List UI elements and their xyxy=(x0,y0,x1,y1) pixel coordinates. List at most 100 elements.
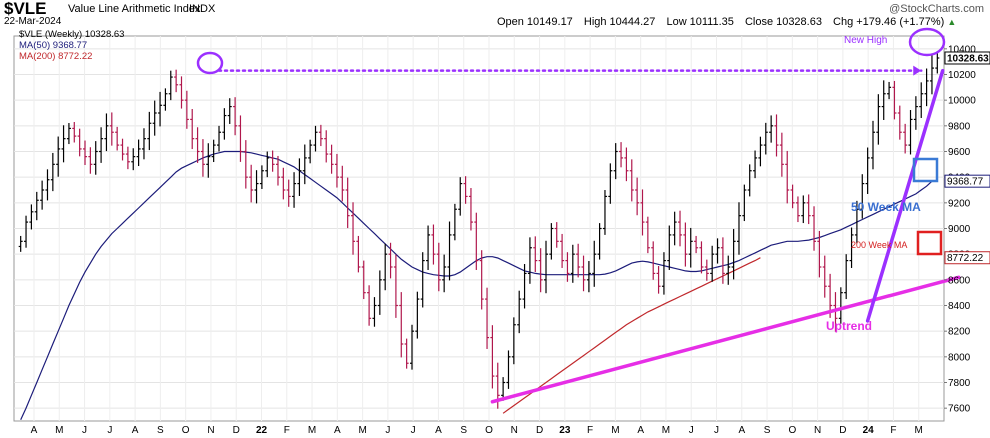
x-tick-label: M xyxy=(662,425,670,436)
price-bar xyxy=(238,115,243,162)
price-bar xyxy=(152,100,157,136)
x-tick-label: O xyxy=(485,425,493,436)
price-bar xyxy=(254,170,259,204)
x-tick-label: J xyxy=(689,425,694,436)
y-tick-label: 8400 xyxy=(948,301,971,312)
x-tick-label: N xyxy=(511,425,518,436)
ma200-line xyxy=(502,257,761,414)
x-axis-ticks: A M J J A S O N D 22 F M A M J J A S O N D 23 F M A M J J A S O N D 24 F M xyxy=(31,425,923,436)
price-bar xyxy=(66,123,71,145)
price-bar xyxy=(50,152,55,192)
price-bar xyxy=(409,324,414,370)
price-bar xyxy=(576,243,581,278)
price-bar xyxy=(592,240,597,287)
price-bar xyxy=(200,139,205,177)
price-bar xyxy=(849,227,854,268)
price-bar xyxy=(217,125,222,152)
y-axis-ticks: 7600780080008200840086008800900092009400… xyxy=(944,44,976,415)
price-bar xyxy=(533,236,538,272)
price-bar xyxy=(795,196,800,223)
price-bar xyxy=(233,97,238,136)
price-bar xyxy=(147,111,152,151)
chg-value: +179.46 (+1.77%) xyxy=(856,16,945,28)
price-bar xyxy=(313,125,318,152)
close-value: 10328.63 xyxy=(776,16,822,28)
ma50-tag: 9368.77 xyxy=(944,174,990,188)
dotted-arrowhead xyxy=(913,65,922,76)
price-bar xyxy=(501,377,506,401)
price-bar xyxy=(367,285,372,326)
x-tick-label: F xyxy=(890,425,896,436)
price-bar xyxy=(538,248,543,293)
x-tick-label: S xyxy=(764,425,771,436)
ma200-annotation: 200 Week MA xyxy=(851,240,907,250)
price-bar xyxy=(195,127,200,163)
x-tick-label: A xyxy=(31,425,38,436)
price-bar xyxy=(560,233,565,268)
price-bar xyxy=(522,264,527,309)
x-tick-label: A xyxy=(637,425,644,436)
price-bar xyxy=(211,139,216,163)
chg-up-arrow-icon: ▲ xyxy=(947,17,957,27)
price-bar xyxy=(704,259,709,281)
price-bar xyxy=(56,136,61,177)
x-tick-label: M xyxy=(55,425,63,436)
price-bar xyxy=(420,252,425,308)
price-bar xyxy=(672,211,677,246)
price-bar xyxy=(651,241,656,280)
svg-text:9368.77: 9368.77 xyxy=(947,177,984,188)
price-bar xyxy=(619,142,624,168)
y-tick-label: 9600 xyxy=(948,147,971,158)
x-tick-label: 24 xyxy=(863,425,875,436)
price-bar xyxy=(206,143,211,178)
price-bar xyxy=(270,150,275,172)
price-bar xyxy=(844,254,849,300)
price-bar xyxy=(431,224,436,265)
price-bar xyxy=(345,177,350,229)
price-bar xyxy=(125,146,130,170)
price-bar xyxy=(688,227,693,268)
x-tick-label: O xyxy=(182,425,190,436)
chart-symbol: $VLE xyxy=(4,0,47,18)
price-bar xyxy=(388,242,393,279)
price-bar xyxy=(109,112,114,146)
price-bar xyxy=(104,113,109,152)
price-bar xyxy=(935,52,940,74)
x-tick-label: N xyxy=(207,425,214,436)
x-tick-label: F xyxy=(587,425,593,436)
price-bar xyxy=(812,206,817,251)
x-tick-label: J xyxy=(82,425,87,436)
price-bar xyxy=(184,90,189,129)
price-bar xyxy=(281,167,286,200)
price-bar xyxy=(356,235,361,273)
price-bar xyxy=(720,237,725,284)
ma200-tag: 8772.22 xyxy=(944,251,990,264)
price-bar xyxy=(667,225,672,270)
price-bar xyxy=(324,130,329,163)
x-tick-label: M xyxy=(611,425,619,436)
price-bar xyxy=(452,203,457,241)
price-bar xyxy=(227,98,232,124)
x-tick-label: A xyxy=(738,425,745,436)
price-bar xyxy=(302,144,307,185)
price-bar xyxy=(726,255,731,285)
price-bar xyxy=(45,169,50,201)
open-label: Open xyxy=(497,16,524,28)
chart-exchange: INDX xyxy=(189,3,216,15)
price-bar xyxy=(318,124,323,147)
x-tick-label: F xyxy=(284,425,290,436)
stockcharts-watermark: @StockCharts.com xyxy=(889,3,984,15)
price-bar xyxy=(527,237,532,284)
annotations: New High 50 Week MA 200 Week MA Uptrend xyxy=(196,27,946,333)
price-bar xyxy=(190,109,195,150)
price-bar xyxy=(570,244,575,283)
price-bar xyxy=(661,252,666,295)
price-bar xyxy=(517,290,522,334)
x-tick-label: M xyxy=(915,425,923,436)
price-bar xyxy=(18,235,23,252)
price-bar xyxy=(393,254,398,318)
new-high-circle-left xyxy=(196,51,224,75)
x-tick-label: A xyxy=(435,425,442,436)
high-value: 10444.27 xyxy=(609,16,656,28)
price-bar xyxy=(908,110,913,155)
